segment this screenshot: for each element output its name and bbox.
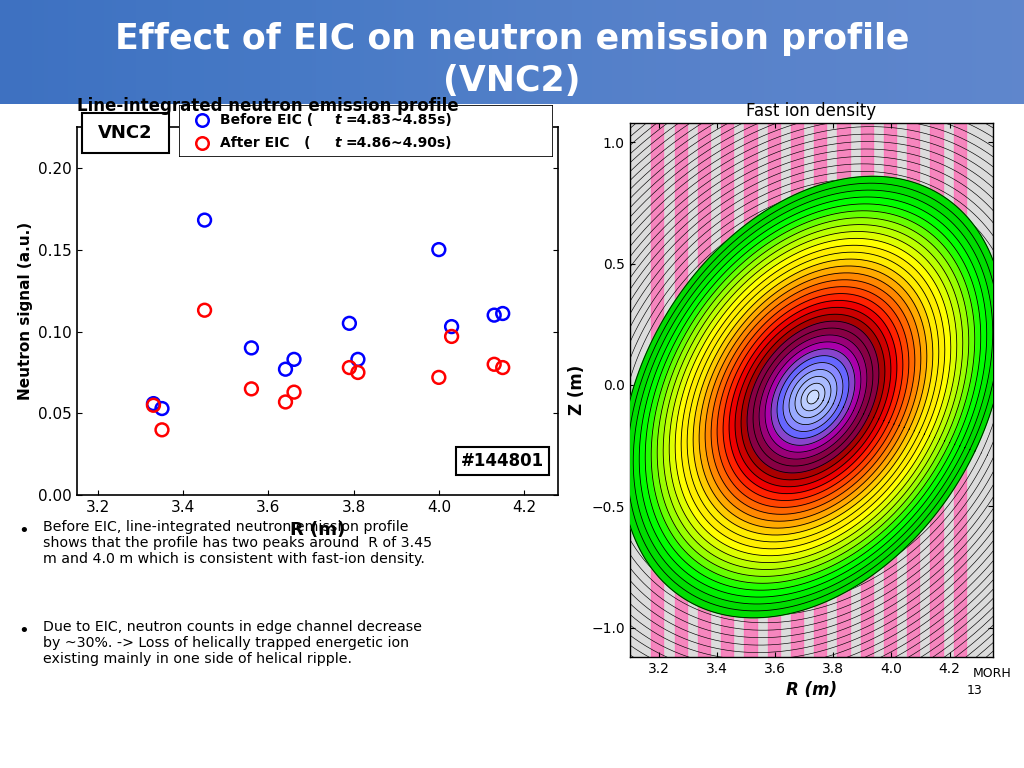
Polygon shape xyxy=(771,349,855,445)
Polygon shape xyxy=(801,383,825,411)
Polygon shape xyxy=(681,245,945,549)
Point xyxy=(154,402,170,415)
Text: •: • xyxy=(18,622,29,640)
Point xyxy=(145,399,162,412)
Bar xyxy=(860,123,872,657)
Point xyxy=(286,386,302,399)
Text: Line-integrated neutron emission profile: Line-integrated neutron emission profile xyxy=(77,97,459,115)
Bar xyxy=(884,123,896,657)
Point xyxy=(197,304,213,316)
Y-axis label: Z (m): Z (m) xyxy=(567,365,586,415)
Polygon shape xyxy=(645,204,981,590)
Point xyxy=(341,317,357,329)
Polygon shape xyxy=(651,210,975,584)
Bar xyxy=(931,123,943,657)
Text: VNC2: VNC2 xyxy=(98,124,153,142)
Text: t: t xyxy=(334,113,341,127)
Polygon shape xyxy=(807,390,819,404)
Text: =4.83~4.85s): =4.83~4.85s) xyxy=(345,113,453,127)
Point xyxy=(486,358,503,370)
Polygon shape xyxy=(777,356,849,439)
Text: (VNC2): (VNC2) xyxy=(443,64,581,98)
Point xyxy=(154,424,170,436)
Point xyxy=(244,382,260,395)
Text: Due to EIC, neutron counts in edge channel decrease
by ~30%. -> Loss of helicall: Due to EIC, neutron counts in edge chann… xyxy=(43,620,422,666)
Polygon shape xyxy=(717,286,909,508)
Point xyxy=(244,342,260,354)
Polygon shape xyxy=(639,197,987,597)
Point xyxy=(431,243,447,256)
Text: Before EIC (: Before EIC ( xyxy=(220,113,313,127)
Point xyxy=(431,371,447,383)
Polygon shape xyxy=(711,280,914,515)
Y-axis label: Neutron signal (a.u.): Neutron signal (a.u.) xyxy=(17,222,33,400)
Polygon shape xyxy=(753,328,872,466)
Polygon shape xyxy=(735,307,891,487)
Polygon shape xyxy=(633,190,992,604)
Polygon shape xyxy=(693,259,933,535)
Point xyxy=(443,320,460,333)
Polygon shape xyxy=(706,273,921,521)
X-axis label: R (m): R (m) xyxy=(786,681,837,699)
Text: 13: 13 xyxy=(967,684,983,697)
Bar xyxy=(814,123,826,657)
Point xyxy=(278,396,294,408)
Polygon shape xyxy=(622,177,1005,617)
Bar xyxy=(675,123,687,657)
Text: •: • xyxy=(18,522,29,540)
Polygon shape xyxy=(795,376,830,418)
Text: Effect of EIC on neutron emission profile: Effect of EIC on neutron emission profil… xyxy=(115,22,909,56)
Text: #144801: #144801 xyxy=(461,452,544,469)
Polygon shape xyxy=(765,342,861,452)
Polygon shape xyxy=(657,217,969,577)
Bar xyxy=(907,123,920,657)
Text: Before EIC, line-integrated neutron emission profile
shows that the profile has : Before EIC, line-integrated neutron emis… xyxy=(43,520,432,566)
Text: =4.86~4.90s): =4.86~4.90s) xyxy=(345,136,452,150)
Polygon shape xyxy=(669,231,956,563)
Polygon shape xyxy=(790,369,837,425)
Polygon shape xyxy=(687,252,939,542)
Text: MORH: MORH xyxy=(973,667,1012,680)
Point xyxy=(286,353,302,366)
Polygon shape xyxy=(664,224,963,570)
X-axis label: R (m): R (m) xyxy=(290,521,345,539)
Polygon shape xyxy=(723,293,903,501)
Point xyxy=(145,398,162,410)
Polygon shape xyxy=(748,321,879,473)
Text: t: t xyxy=(334,136,341,150)
Bar xyxy=(697,123,710,657)
Bar xyxy=(721,123,733,657)
Point xyxy=(350,353,367,366)
Text: After EIC   (: After EIC ( xyxy=(220,136,311,150)
Point xyxy=(443,330,460,343)
Bar xyxy=(953,123,966,657)
Point xyxy=(495,307,511,319)
Point xyxy=(197,214,213,227)
Point xyxy=(486,309,503,321)
Polygon shape xyxy=(759,335,867,459)
Point xyxy=(278,363,294,376)
Point xyxy=(341,362,357,374)
Bar xyxy=(791,123,803,657)
Polygon shape xyxy=(699,266,927,528)
Bar xyxy=(768,123,780,657)
Polygon shape xyxy=(741,314,885,480)
Point xyxy=(350,366,367,379)
Polygon shape xyxy=(783,362,843,432)
Polygon shape xyxy=(729,300,897,494)
Polygon shape xyxy=(628,184,998,611)
Bar xyxy=(651,123,664,657)
Title: Fast ion density: Fast ion density xyxy=(746,102,877,120)
Polygon shape xyxy=(675,238,950,556)
Point xyxy=(495,362,511,374)
Bar xyxy=(838,123,850,657)
Bar xyxy=(744,123,757,657)
